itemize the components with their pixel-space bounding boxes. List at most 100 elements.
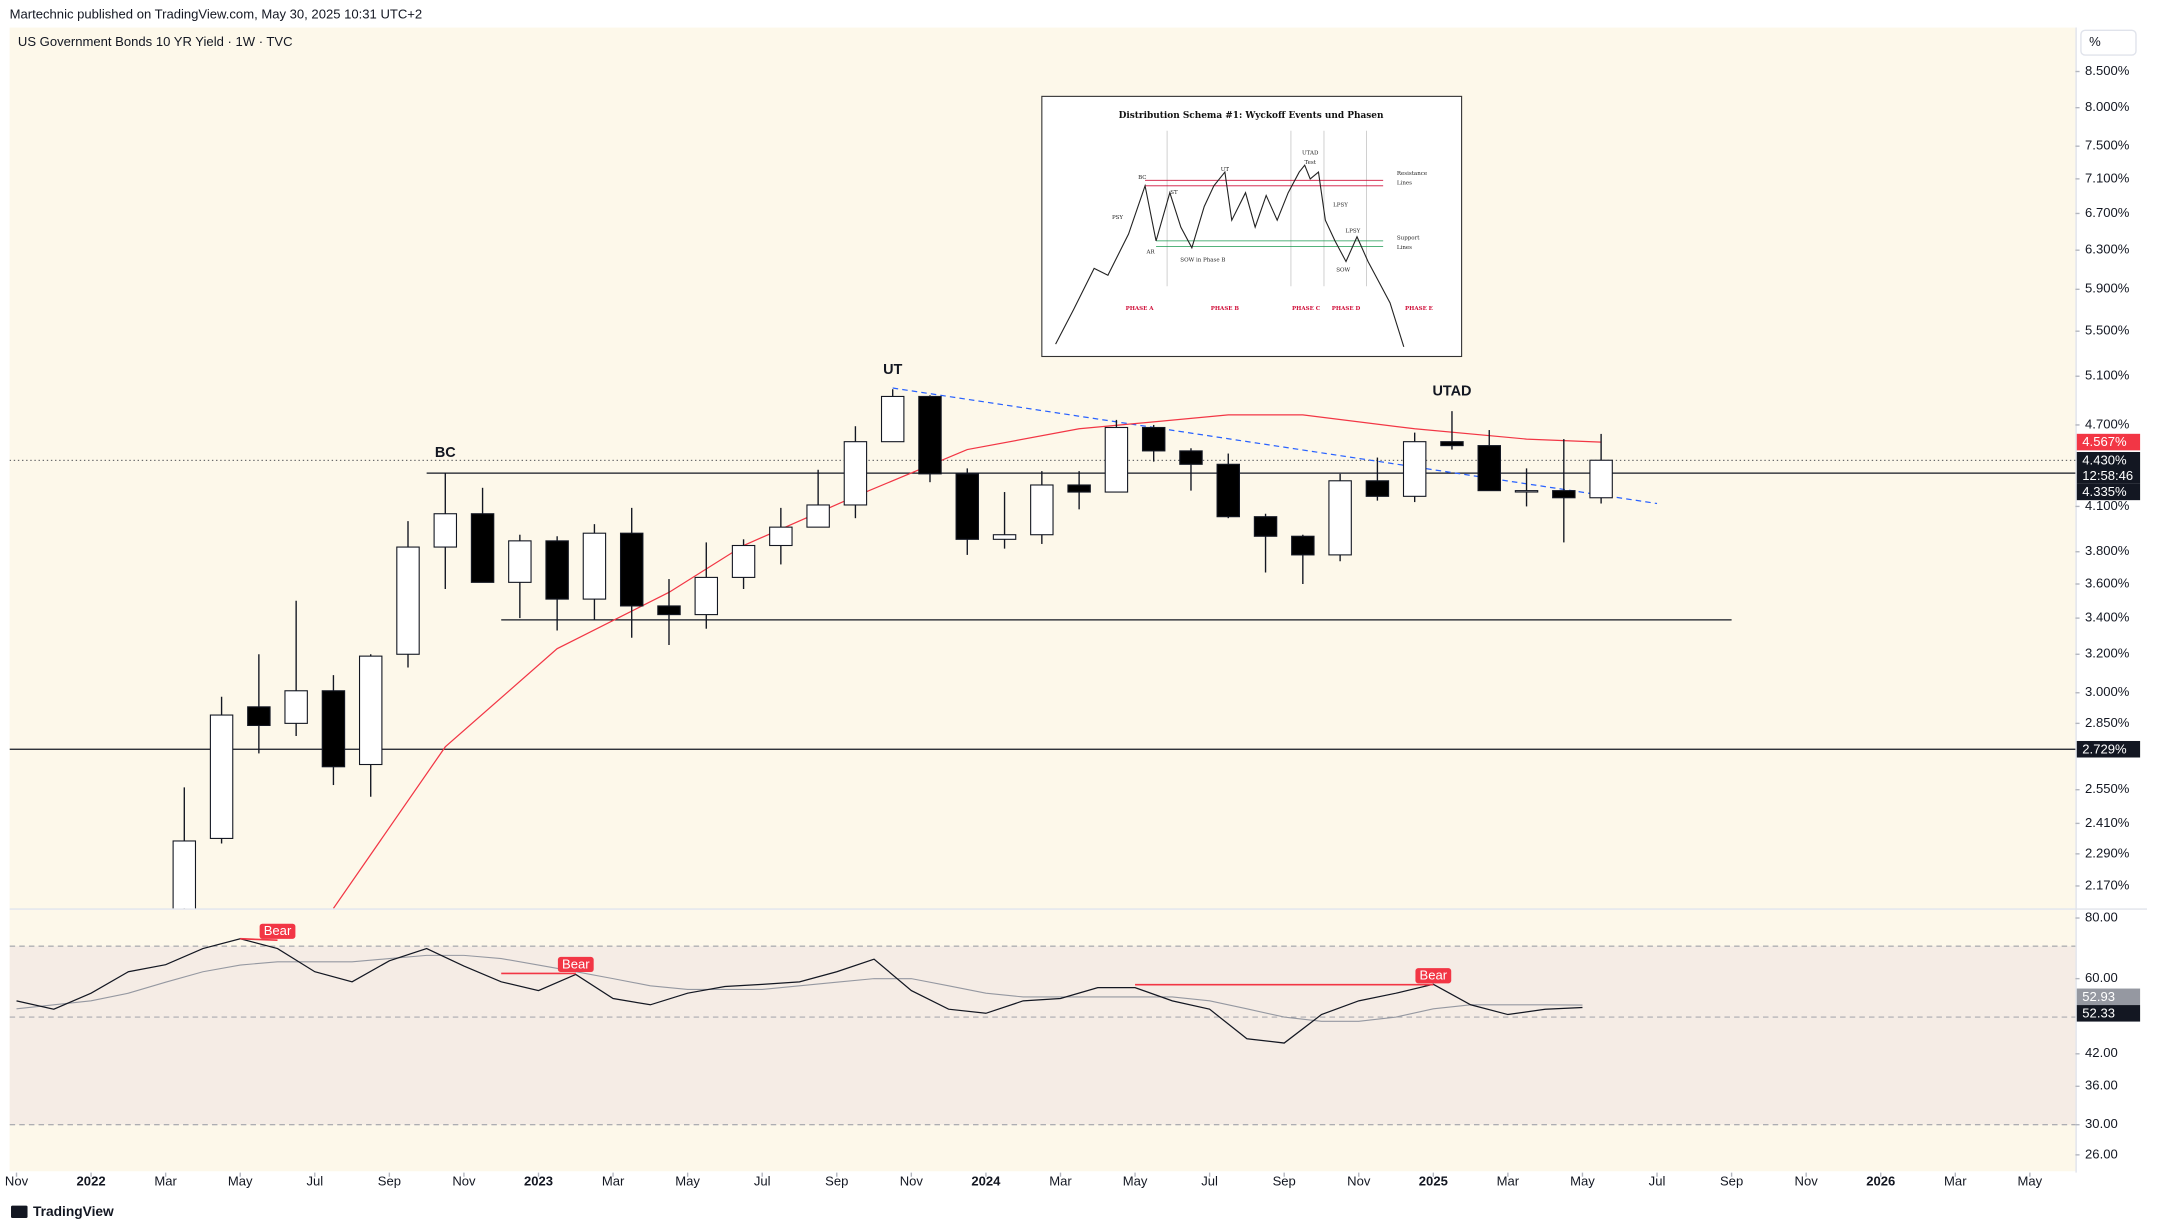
logo-mark [11,1205,28,1219]
candle-body [1179,450,1203,465]
y-tick-label: 2.410% [2085,815,2130,830]
candle-body [731,544,756,578]
y-tick-label: 5.100% [2085,368,2130,383]
y-tick-label: 2.170% [2085,877,2130,892]
candle-body [247,706,271,727]
trendline [892,387,1658,505]
hline-price-label: 2.729% [2082,741,2127,756]
hline-price-label: 4.335% [2082,484,2127,499]
y-tick-label: 3.800% [2085,543,2130,558]
x-tick-label: Sep [825,1174,848,1189]
candle-body [955,473,980,540]
y-tick-label: 3.400% [2085,610,2130,625]
inset-label: LPSY [1333,203,1348,209]
countdown-box [2076,468,2141,484]
sma-price-label: 4.567% [2082,434,2127,449]
inset-label: AR [1146,249,1156,255]
y-tick-label: 30.00 [2085,1116,2118,1131]
y-tick-label: 3.200% [2085,646,2130,661]
candle-body [1589,459,1613,499]
candle-body [769,526,793,547]
x-tick-label: 2023 [524,1174,553,1189]
candle-body [209,714,234,839]
annotation: UT [883,362,902,378]
wyckoff-inset: Distribution Schema #1: Wyckoff Events u… [1041,95,1463,358]
y-tick-label: 26.00 [2085,1146,2118,1161]
candle-body [918,395,942,475]
x-tick-label: Mar [154,1174,177,1189]
candle-body [806,504,830,528]
x-tick-label: Nov [452,1174,476,1189]
y-tick-label: 6.300% [2085,242,2130,257]
y-tick-label: 60.00 [2085,970,2118,985]
annotation: BC [435,445,456,461]
x-tick-label: Mar [1497,1174,1520,1189]
divergence-line [240,937,278,942]
y-tick-label: 5.500% [2085,323,2130,338]
inset-label: ST [1170,190,1178,196]
y-tick-label: 7.100% [2085,170,2130,185]
candle-body [1514,490,1539,493]
candle-body [284,690,308,724]
candle-body [1365,480,1390,497]
candle-body [433,513,458,548]
x-tick-label: Nov [1347,1174,1371,1189]
inset-label: BC [1138,175,1146,181]
x-tick-label: Jul [754,1174,771,1189]
logo: TradingView [11,1204,114,1219]
x-tick-label: 2024 [971,1174,1001,1189]
inset-phase: PHASE B [1211,306,1240,312]
rsi-ma-value-label-box [2076,988,2141,1006]
countdown: 12:58:46 [2082,468,2133,483]
candle-body [1216,463,1240,518]
x-tick-label: Mar [1049,1174,1072,1189]
y-tick-label: 5.900% [2085,281,2130,296]
logo-text: TradingView [33,1204,114,1219]
candle-body [1402,441,1427,497]
x-tick-label: Sep [378,1174,401,1189]
y-tick-label: 6.700% [2085,205,2130,220]
candle-body [657,605,681,616]
rsi-value-label: 52.33 [2082,1005,2115,1020]
divergence-label: Bear [562,956,590,971]
inset-label: UT [1221,167,1230,173]
x-tick-label: Mar [602,1174,625,1189]
y-tick-label: 42.00 [2085,1045,2118,1060]
divergence-label-box [557,956,594,973]
candle-body [1253,516,1278,537]
x-tick-label: Mar [1944,1174,1967,1189]
x-tick-label: 2022 [77,1174,106,1189]
inset-label: Test [1304,160,1316,166]
candle-body [619,532,644,607]
inset-schema-path [1055,164,1405,348]
annotation: UTAD [1432,384,1471,400]
candle-body [545,540,569,600]
candle-body [470,513,495,583]
inset-label: SOW [1336,267,1350,273]
x-tick-label: Nov [900,1174,924,1189]
symbol-title: US Government Bonds 10 YR Yield · 1W · T… [18,34,293,49]
unit-button[interactable] [2080,29,2137,56]
inset-title: Distribution Schema #1: Wyckoff Events u… [1119,111,1384,121]
inset-label: Support [1397,236,1420,242]
candle-body [1104,426,1129,493]
candle-body [321,690,346,768]
x-tick-label: May [2018,1174,2043,1189]
candle-body [1552,490,1576,499]
y-tick-label: 4.700% [2085,416,2130,431]
candle-body [172,840,197,909]
x-tick-label: Jul [1201,1174,1218,1189]
y-tick-label: 8.500% [2085,63,2130,78]
inset-label: SOW in Phase B [1180,258,1225,264]
divergence-label: Bear [264,923,292,938]
candle-body [1141,426,1166,452]
y-tick-label: 80.00 [2085,909,2118,924]
candle-body [1030,484,1054,536]
last-price-label: 4.430% [2082,452,2127,467]
candle-body [396,546,420,655]
price-plot [9,387,2076,909]
unit-label[interactable]: % [2089,34,2101,49]
candle-body [1440,441,1464,447]
x-tick-label: 2025 [1419,1174,1448,1189]
